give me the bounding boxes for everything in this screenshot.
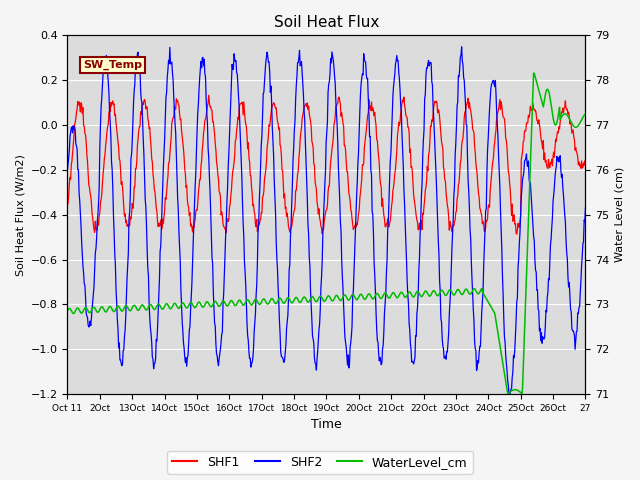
Y-axis label: Water Level (cm): Water Level (cm) bbox=[615, 167, 625, 263]
WaterLevel_cm bbox=[530, 70, 538, 76]
Legend: SHF1, SHF2, WaterLevel_cm: SHF1, SHF2, WaterLevel_cm bbox=[167, 451, 473, 474]
WaterLevel_cm bbox=[518, 391, 526, 396]
WaterLevel_cm bbox=[509, 387, 517, 393]
X-axis label: Time: Time bbox=[311, 419, 342, 432]
WaterLevel_cm bbox=[394, 295, 401, 300]
SHF1 bbox=[513, 231, 520, 237]
SHF2 bbox=[458, 44, 465, 50]
SHF2 bbox=[378, 360, 386, 366]
Text: SW_Temp: SW_Temp bbox=[83, 60, 142, 70]
SHF1 bbox=[205, 92, 212, 98]
SHF1 bbox=[95, 213, 103, 219]
WaterLevel_cm bbox=[456, 290, 464, 296]
Y-axis label: Soil Heat Flux (W/m2): Soil Heat Flux (W/m2) bbox=[15, 154, 25, 276]
Line: WaterLevel_cm: WaterLevel_cm bbox=[67, 73, 586, 394]
SHF2 bbox=[506, 396, 513, 402]
SHF1 bbox=[582, 157, 589, 163]
SHF1 bbox=[379, 196, 387, 202]
SHF1 bbox=[365, 97, 372, 103]
WaterLevel_cm bbox=[63, 308, 71, 314]
WaterLevel_cm bbox=[378, 295, 386, 301]
SHF1 bbox=[457, 157, 465, 163]
WaterLevel_cm bbox=[95, 308, 103, 314]
SHF1 bbox=[394, 127, 402, 133]
Line: SHF2: SHF2 bbox=[67, 47, 586, 399]
SHF2 bbox=[95, 185, 103, 191]
Line: SHF1: SHF1 bbox=[67, 95, 586, 234]
SHF2 bbox=[511, 347, 518, 353]
SHF2 bbox=[394, 58, 401, 63]
SHF2 bbox=[456, 54, 464, 60]
SHF2 bbox=[63, 168, 71, 174]
SHF2 bbox=[582, 205, 589, 211]
SHF2 bbox=[364, 95, 372, 100]
SHF1 bbox=[510, 212, 518, 218]
Title: Soil Heat Flux: Soil Heat Flux bbox=[274, 15, 379, 30]
WaterLevel_cm bbox=[582, 111, 589, 117]
SHF1 bbox=[63, 202, 71, 207]
WaterLevel_cm bbox=[364, 291, 372, 297]
